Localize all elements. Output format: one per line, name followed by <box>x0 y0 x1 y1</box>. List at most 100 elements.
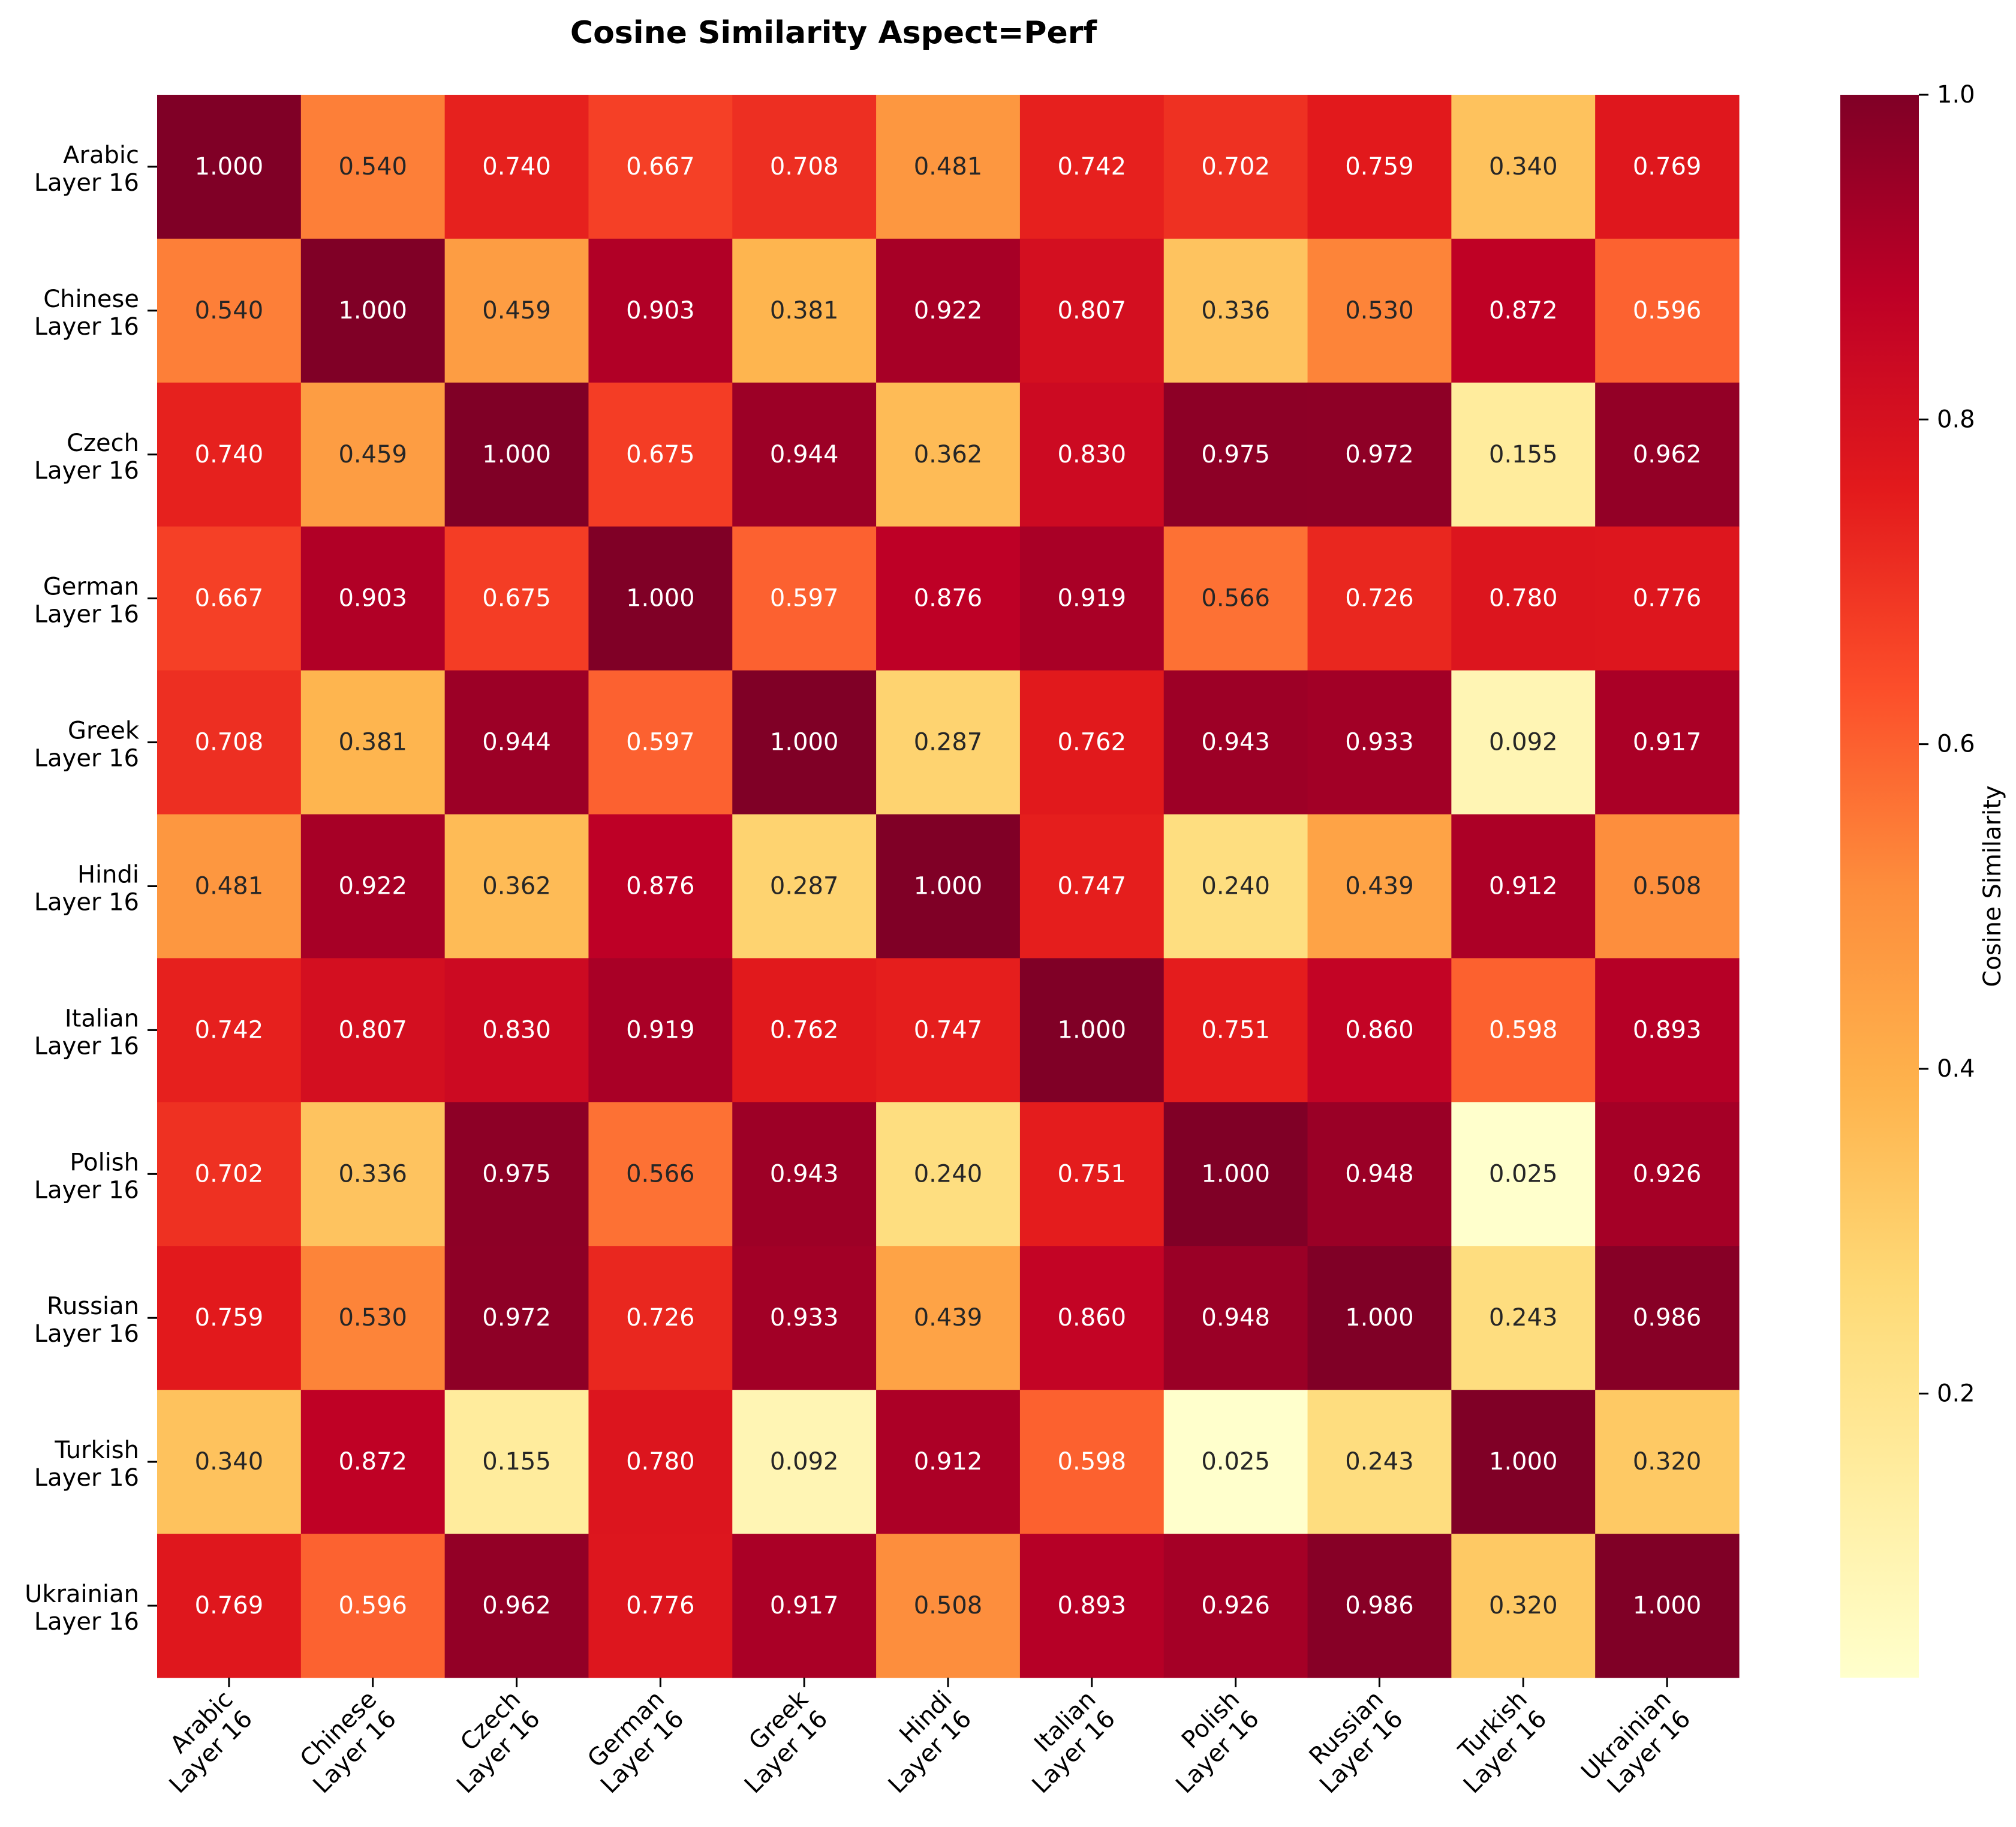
cell-label-r0-c1: 0.540 <box>338 153 407 181</box>
cell-label-r9-c7: 0.025 <box>1201 1448 1270 1476</box>
y-tick-label-1: Chinese Layer 16 <box>34 286 139 341</box>
cell-label-r4-c10: 0.917 <box>1633 729 1702 756</box>
cell-r6-c1 <box>300 958 446 1102</box>
chart-title: Cosine Similarity Aspect=Perf <box>570 15 1098 51</box>
cell-r3-c0 <box>157 526 302 671</box>
cell-r0-c8 <box>1307 95 1452 239</box>
cell-label-r1-c7: 0.336 <box>1201 297 1270 324</box>
cell-r2-c4 <box>732 382 877 527</box>
cell-label-r5-c10: 0.508 <box>1633 873 1702 900</box>
cell-label-r2-c7: 0.975 <box>1201 441 1270 468</box>
x-tick-label-2: CzechLayer 16 <box>432 1685 546 1799</box>
cell-label-r8-c3: 0.726 <box>626 1304 695 1332</box>
y-tick-label-2: Czech Layer 16 <box>34 429 139 485</box>
cell-r2-c2 <box>444 382 589 527</box>
cell-label-r3-c5: 0.876 <box>914 585 983 612</box>
cell-label-r2-c4: 0.944 <box>770 441 839 468</box>
cell-r9-c0 <box>157 1390 302 1534</box>
cell-label-r5-c6: 0.747 <box>1058 873 1127 900</box>
cell-label-r4-c6: 0.762 <box>1058 729 1127 756</box>
cell-label-r4-c0: 0.708 <box>195 729 264 756</box>
colorbar-tick-label-3: 0.8 <box>1937 405 1975 433</box>
cell-label-r10-c8: 0.986 <box>1345 1592 1414 1619</box>
y-tick-label-10: Ukrainian Layer 16 <box>25 1580 139 1636</box>
cell-r3-c10 <box>1595 526 1740 671</box>
cell-label-r7-c10: 0.926 <box>1633 1160 1702 1188</box>
cell-label-r3-c4: 0.597 <box>770 585 839 612</box>
cell-label-r2-c3: 0.675 <box>626 441 695 468</box>
cell-r6-c2 <box>444 958 589 1102</box>
y-tick-label-3: German Layer 16 <box>34 573 139 629</box>
cell-r8-c2 <box>444 1246 589 1390</box>
cell-r2-c8 <box>1307 382 1452 527</box>
cell-label-r10-c1: 0.596 <box>338 1592 407 1619</box>
cell-r7-c9 <box>1451 1102 1596 1246</box>
cell-r6-c7 <box>1163 958 1308 1102</box>
y-tick-label-0: Arabic Layer 16 <box>34 142 139 197</box>
cell-label-r1-c8: 0.530 <box>1345 297 1414 324</box>
cell-r8-c1 <box>300 1246 446 1390</box>
cell-label-r4-c1: 0.381 <box>338 729 407 756</box>
cell-label-r1-c6: 0.807 <box>1058 297 1127 324</box>
cell-r8-c6 <box>1019 1246 1165 1390</box>
cell-r9-c5 <box>876 1390 1021 1534</box>
cell-r7-c8 <box>1307 1102 1452 1246</box>
y-tick-label-9: Turkish Layer 16 <box>34 1437 139 1492</box>
cell-label-r3-c1: 0.903 <box>338 585 407 612</box>
cell-label-r9-c8: 0.243 <box>1345 1448 1414 1476</box>
cell-label-r9-c6: 0.598 <box>1058 1448 1127 1476</box>
cell-label-r1-c9: 0.872 <box>1489 297 1558 324</box>
cell-r1-c2 <box>444 238 589 383</box>
cell-r6-c10 <box>1595 958 1740 1102</box>
cell-label-r6-c3: 0.919 <box>626 1016 695 1044</box>
cell-r3-c1 <box>300 526 446 671</box>
colorbar-tick-label-2: 0.6 <box>1937 731 1975 758</box>
cell-label-r8-c6: 0.860 <box>1058 1304 1127 1332</box>
cell-label-r5-c2: 0.362 <box>482 873 551 900</box>
cell-label-r7-c5: 0.240 <box>914 1160 983 1188</box>
cell-r5-c5 <box>876 814 1021 959</box>
cell-r0-c4 <box>732 95 877 239</box>
cell-r0-c3 <box>588 95 733 239</box>
cell-label-r9-c3: 0.780 <box>626 1448 695 1476</box>
cell-r7-c5 <box>876 1102 1021 1246</box>
cell-r6-c6 <box>1019 958 1165 1102</box>
cell-r10-c8 <box>1307 1534 1452 1678</box>
cell-r9-c3 <box>588 1390 733 1534</box>
cell-label-r1-c1: 1.000 <box>338 297 407 324</box>
cell-label-r0-c9: 0.340 <box>1489 153 1558 181</box>
cell-r8-c0 <box>157 1246 302 1390</box>
cell-r4-c2 <box>444 670 589 815</box>
cell-label-r9-c1: 0.872 <box>338 1448 407 1476</box>
cell-label-r6-c10: 0.893 <box>1633 1016 1702 1044</box>
cell-r0-c10 <box>1595 95 1740 239</box>
x-tick-label-1: ChineseLayer 16 <box>288 1685 402 1799</box>
cell-label-r7-c4: 0.943 <box>770 1160 839 1188</box>
cell-label-r8-c4: 0.933 <box>770 1304 839 1332</box>
cell-label-r7-c9: 0.025 <box>1489 1160 1558 1188</box>
colorbar: 0.2 0.4 0.6 0.8 1.0 Cosine Similarity <box>1840 81 2006 1678</box>
cell-label-r4-c9: 0.092 <box>1489 729 1558 756</box>
cell-r3-c4 <box>732 526 877 671</box>
cell-r2-c9 <box>1451 382 1596 527</box>
cell-label-r0-c6: 0.742 <box>1058 153 1127 181</box>
cell-r0-c5 <box>876 95 1021 239</box>
cell-r5-c0 <box>157 814 302 959</box>
cell-label-r7-c6: 0.751 <box>1058 1160 1127 1188</box>
cell-label-r10-c9: 0.320 <box>1489 1592 1558 1619</box>
cell-r7-c4 <box>732 1102 877 1246</box>
cell-label-r5-c1: 0.922 <box>338 873 407 900</box>
cell-label-r2-c2: 1.000 <box>482 441 551 468</box>
cell-r1-c3 <box>588 238 733 383</box>
cell-r4-c7 <box>1163 670 1308 815</box>
cell-r1-c7 <box>1163 238 1308 383</box>
cell-r8-c3 <box>588 1246 733 1390</box>
cell-label-r5-c9: 0.912 <box>1489 873 1558 900</box>
cell-label-r6-c6: 1.000 <box>1058 1016 1127 1044</box>
cell-r8-c9 <box>1451 1246 1596 1390</box>
cell-label-r9-c10: 0.320 <box>1633 1448 1702 1476</box>
cell-label-r10-c5: 0.508 <box>914 1592 983 1619</box>
x-axis-ticks: ArabicLayer 16 ChineseLayer 16 CzechLayer … <box>164 1678 1696 1799</box>
cell-label-r8-c1: 0.530 <box>338 1304 407 1332</box>
